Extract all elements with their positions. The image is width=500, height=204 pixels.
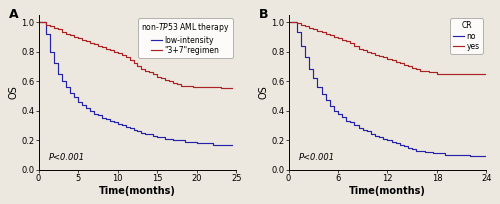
- Legend: no, yes: no, yes: [450, 18, 482, 54]
- Y-axis label: OS: OS: [258, 85, 268, 99]
- Text: P<0.001: P<0.001: [48, 153, 84, 162]
- Text: A: A: [9, 8, 18, 21]
- X-axis label: Time(months): Time(months): [99, 186, 176, 196]
- Y-axis label: OS: OS: [8, 85, 18, 99]
- X-axis label: Time(months): Time(months): [349, 186, 426, 196]
- Text: B: B: [259, 8, 268, 21]
- Text: P<0.001: P<0.001: [298, 153, 334, 162]
- Legend: low-intensity, "3+7"regimen: low-intensity, "3+7"regimen: [138, 18, 232, 58]
